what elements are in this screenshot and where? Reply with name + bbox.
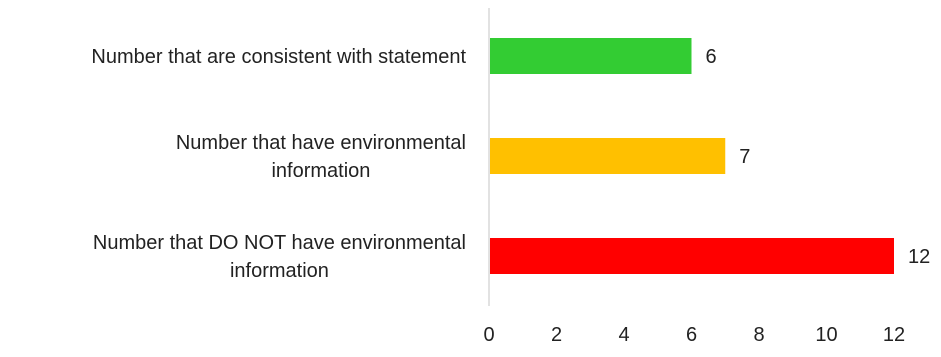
x-tick-label-8: 8	[753, 324, 764, 346]
category-label-1: Number that are consistent with statemen…	[91, 46, 466, 68]
x-tick-label-10: 10	[815, 324, 837, 346]
category-label-line: Number that are consistent with statemen…	[91, 46, 466, 68]
x-tick-label-2: 2	[551, 324, 562, 346]
bar-1	[490, 38, 692, 74]
x-tick-label-4: 4	[618, 324, 629, 346]
category-label-line: Number that have environmental	[176, 132, 466, 154]
category-label-line: Number that DO NOT have environmental	[93, 232, 466, 254]
x-tick-label-6: 6	[686, 324, 697, 346]
bars	[490, 38, 894, 274]
bar-2	[490, 138, 726, 174]
category-labels: Number that are consistent with statemen…	[91, 46, 466, 282]
x-tick-label-0: 0	[483, 324, 494, 346]
category-label-3: Number that DO NOT have environmental inf…	[93, 232, 466, 282]
value-labels: 6 7 12	[706, 46, 931, 268]
category-label-line: information	[230, 260, 329, 282]
bar-3	[490, 238, 894, 274]
value-label-1: 6	[706, 46, 717, 68]
category-label-2: Number that have environmental informatio…	[176, 132, 466, 182]
x-tick-labels: 0 2 4 6 8 10 12	[483, 324, 905, 346]
x-tick-label-12: 12	[883, 324, 905, 346]
category-label-line: information	[271, 160, 370, 182]
value-label-2: 7	[739, 146, 750, 168]
value-label-3: 12	[908, 246, 930, 268]
